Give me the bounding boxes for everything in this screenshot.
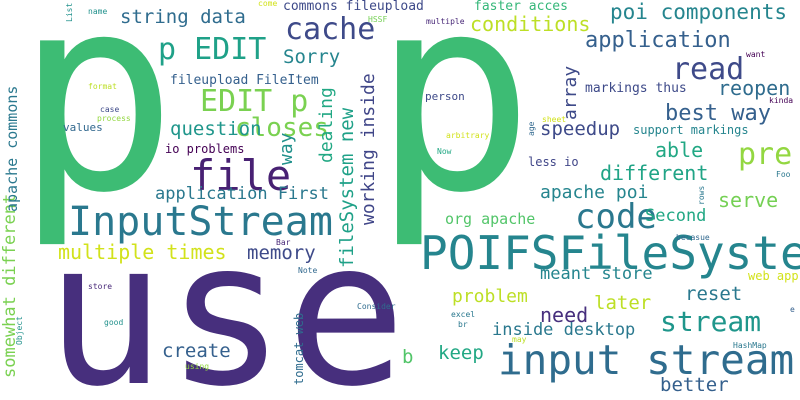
- word-able: able: [655, 138, 704, 162]
- word-stream: stream: [660, 305, 762, 338]
- word-multiple-times: multiple times: [58, 240, 227, 264]
- word-read: read: [672, 52, 745, 87]
- word-keep: keep: [438, 342, 484, 364]
- word-dealing: dealing: [316, 87, 337, 163]
- word-person: person: [425, 90, 465, 103]
- word-org-apache: org apache: [445, 210, 536, 228]
- word-e: e: [790, 305, 795, 314]
- word-kinda: kinda: [769, 96, 794, 105]
- word-object: Object: [15, 316, 24, 345]
- word-application: application: [585, 28, 731, 53]
- word-code: code: [575, 197, 657, 237]
- word-sorry: Sorry: [283, 46, 341, 68]
- word-need: need: [540, 303, 589, 327]
- word-bar: Bar: [276, 238, 291, 247]
- word-list: List: [65, 2, 74, 22]
- word-values: values: [63, 121, 103, 134]
- word-conditions: conditions: [470, 12, 591, 36]
- word-meant-store: meant store: [540, 264, 653, 284]
- word-sheet: sheet: [542, 115, 567, 124]
- word-apache-poi: apache poi: [540, 182, 649, 203]
- word-io-problems: io problems: [165, 142, 245, 156]
- word-cache: cache: [285, 12, 376, 47]
- word-inputstream: InputStream: [68, 199, 333, 245]
- word-problem: problem: [452, 286, 528, 307]
- word-speedup: speedup: [540, 118, 621, 140]
- word-way: way: [276, 132, 297, 165]
- word-later: later: [594, 292, 652, 314]
- word-format: format: [88, 82, 117, 91]
- word-support-markings: support markings: [633, 123, 749, 137]
- word-inside-desktop: inside desktop: [492, 320, 636, 340]
- word-filesystem-new: fileSystem new: [336, 107, 358, 268]
- word-good: good: [104, 318, 124, 327]
- word-b: b: [402, 346, 414, 368]
- word-apache-commons: apache commons: [3, 85, 21, 212]
- word-second: Second: [645, 206, 707, 226]
- word-string-data: string data: [120, 6, 246, 28]
- word-multiple: multiple: [426, 17, 465, 26]
- word-array: array: [560, 65, 581, 120]
- word-best-way: best way: [665, 101, 771, 126]
- word-commons-fileupload: commons fileupload: [283, 0, 424, 14]
- word-consider: Consider: [357, 302, 396, 311]
- word-poi-components: poi components: [610, 0, 788, 24]
- word-process: process: [97, 114, 131, 123]
- word-may: may: [512, 335, 527, 344]
- word-closes: closes: [235, 113, 329, 143]
- word-pre: pre: [738, 137, 793, 172]
- word-question: question: [170, 118, 262, 140]
- word-store: store: [88, 282, 113, 291]
- word-somewhat-different: somewhat different: [0, 193, 20, 378]
- word-memory: memory: [247, 242, 316, 264]
- word-reset: reset: [685, 283, 743, 305]
- word-better: better: [660, 374, 729, 396]
- word-want: want: [746, 50, 766, 59]
- word-foo: Foo: [776, 170, 791, 179]
- word-br: br: [458, 320, 468, 329]
- word-becasue: becasue: [676, 233, 710, 242]
- word-hashmap: HashMap: [733, 341, 767, 350]
- word-p-right: p: [372, 0, 535, 252]
- word-age: age: [527, 121, 536, 136]
- word-edit-p: EDIT p: [200, 84, 309, 119]
- word-using: using: [185, 362, 210, 371]
- word-use: use: [45, 198, 407, 400]
- word-excel: excel: [451, 310, 476, 319]
- word-web-app: web app: [748, 269, 799, 283]
- word-rows: rows: [697, 185, 706, 205]
- word-p-edit: p EDIT: [158, 32, 267, 67]
- word-tomcat-web: tomcat web: [292, 312, 306, 385]
- word-faster-acces: faster acces: [474, 0, 568, 14]
- word-reopen: reopen: [718, 76, 791, 100]
- word-come: come: [258, 0, 278, 8]
- word-name: name: [88, 7, 108, 16]
- word-poifsfilesystem: POIFSFileSystem: [420, 226, 800, 280]
- word-case: case: [100, 105, 120, 114]
- word-create: create: [162, 340, 231, 362]
- word-p-left: p: [15, 0, 178, 252]
- word-now: Now: [437, 147, 452, 156]
- word-hssf: HSSF: [368, 15, 388, 24]
- word-working-inside: working inside: [358, 73, 379, 225]
- word-arbitrary: arbitrary: [446, 131, 490, 140]
- word-serve: serve: [718, 188, 779, 212]
- word-note: Note: [298, 266, 318, 275]
- word-input-stream: input stream: [498, 336, 795, 384]
- word-markings-thus: markings thus: [585, 81, 687, 96]
- word-file: file: [190, 151, 292, 200]
- word-application-first: application First: [155, 184, 329, 204]
- word-less-io: less io: [528, 155, 579, 169]
- word-fileupload-fileitem: fileupload FileItem: [170, 73, 319, 88]
- word-different: different: [600, 161, 709, 185]
